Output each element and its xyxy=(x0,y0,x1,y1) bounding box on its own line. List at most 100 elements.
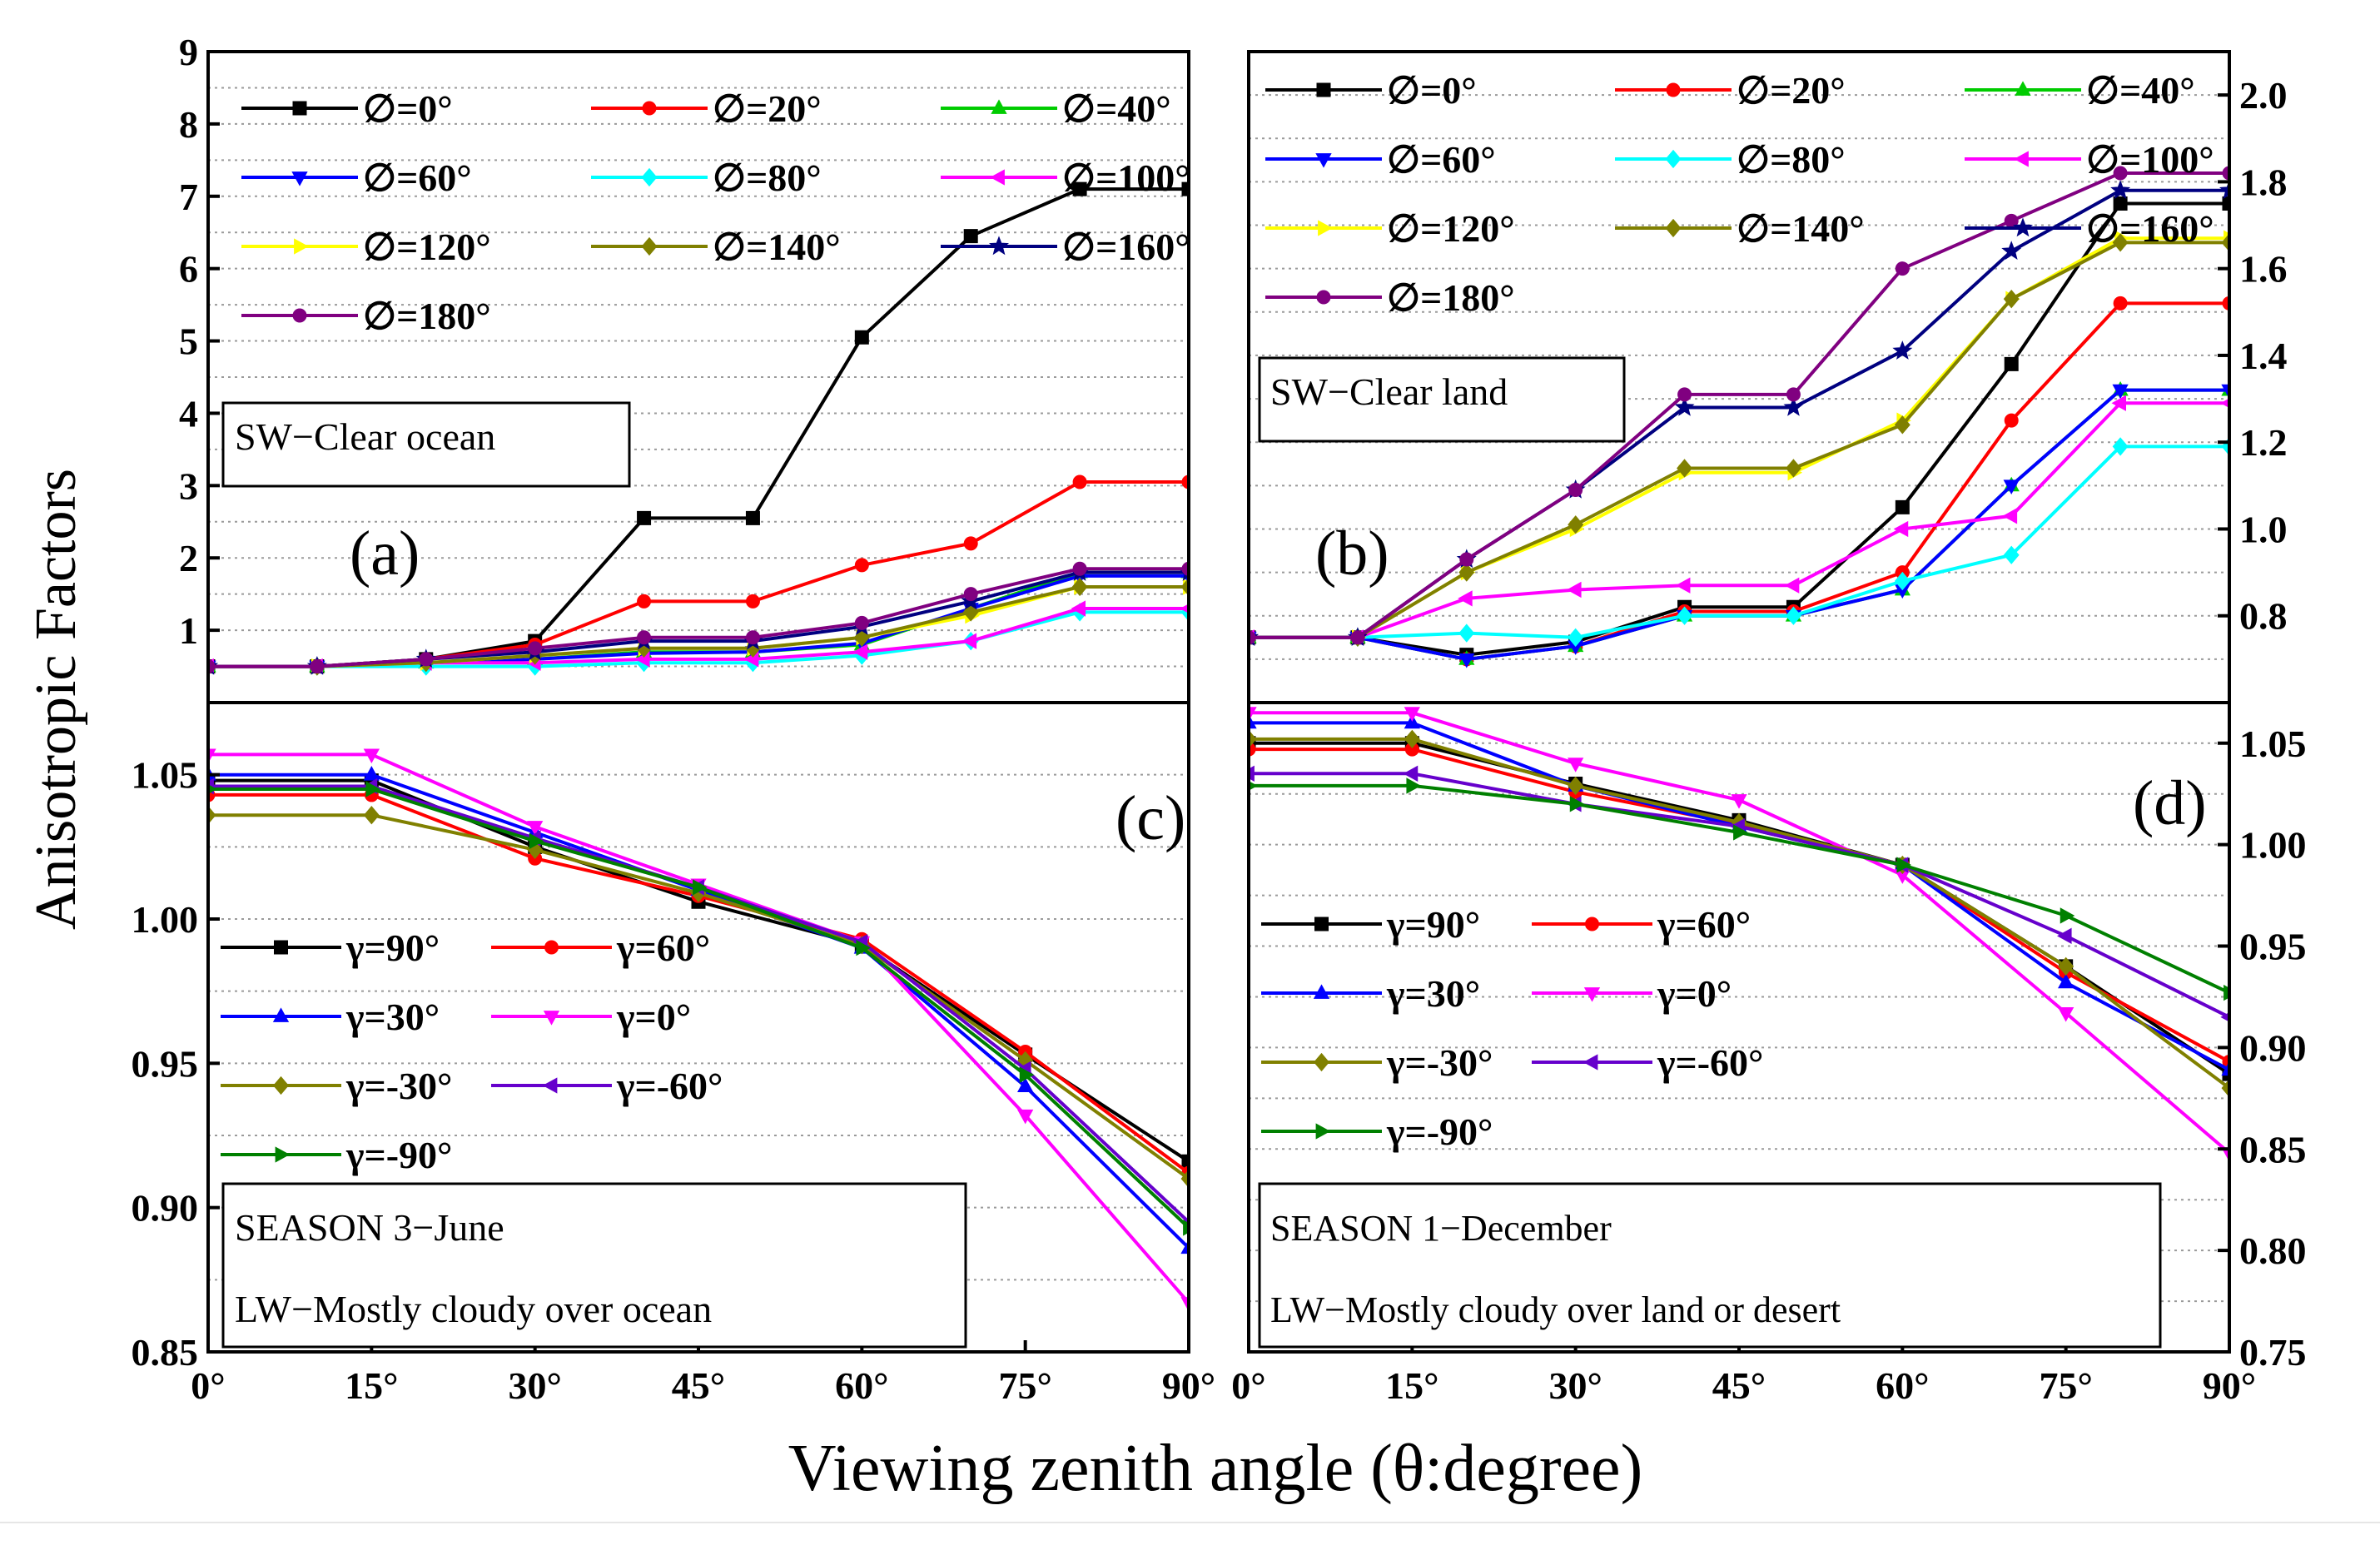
data-point xyxy=(1406,777,1421,794)
y-tick-label: 1.05 xyxy=(2239,723,2307,765)
x-tick-label: 90° xyxy=(2203,1364,2256,1407)
legend-label: ∅=160° xyxy=(2086,207,2214,250)
data-point xyxy=(1017,1109,1034,1125)
legend-item: ∅=20° xyxy=(591,87,822,130)
data-point xyxy=(1733,824,1748,841)
data-point xyxy=(419,652,434,667)
legend-marker xyxy=(291,171,308,186)
legend-d: γ=90° γ=60° γ=30° γ=0° γ=-30° γ=-60° γ=-90° xyxy=(1261,903,1763,1153)
legend-marker xyxy=(292,308,307,323)
legend-marker xyxy=(641,167,658,187)
series-line xyxy=(208,585,1189,668)
legend-item: γ=60° xyxy=(491,927,710,969)
legend-marker xyxy=(990,169,1005,186)
x-tick-label: 60° xyxy=(835,1364,888,1407)
legend-label: γ=-30° xyxy=(1386,1041,1493,1084)
y-tick-label: 0.95 xyxy=(2239,926,2307,968)
legend-item: ∅=0° xyxy=(241,87,453,130)
data-point xyxy=(1072,561,1087,576)
x-tick-label: 0° xyxy=(1231,1364,1265,1407)
legend-marker xyxy=(1316,290,1331,305)
legend-item: γ=-90° xyxy=(221,1134,452,1176)
data-point xyxy=(1568,483,1583,497)
legend-label: γ=-60° xyxy=(616,1065,723,1107)
data-point xyxy=(2221,1147,2229,1162)
y-tick-label: 0.95 xyxy=(132,1042,199,1085)
data-point xyxy=(527,821,544,836)
panel-label: (b) xyxy=(1315,519,1389,589)
legend-item: ∅=160° xyxy=(941,226,1190,268)
legend-label: ∅=140° xyxy=(713,226,841,268)
data-point xyxy=(1180,1239,1189,1254)
legend-item: γ=0° xyxy=(1532,972,1732,1015)
series-line xyxy=(208,585,1189,668)
x-tick-label: 15° xyxy=(1385,1364,1438,1407)
x-tick-label: 0° xyxy=(191,1364,225,1407)
legend-item: γ=30° xyxy=(221,996,440,1038)
legend-item: γ=0° xyxy=(491,996,691,1038)
legend-item: ∅=140° xyxy=(591,226,841,268)
data-point xyxy=(1180,1169,1189,1189)
data-point xyxy=(637,594,652,609)
data-point xyxy=(2058,1007,2074,1022)
legend-marker xyxy=(1315,153,1332,168)
y-tick-label: 1.2 xyxy=(2239,421,2288,464)
legend-item: ∅=120° xyxy=(1265,207,1515,250)
series-line xyxy=(1249,201,2229,657)
series-b-9 xyxy=(1249,166,2229,645)
legend-item: ∅=0° xyxy=(1265,69,1477,112)
data-point xyxy=(1403,765,1419,782)
y-tick-label: 8 xyxy=(179,103,198,146)
legend-label: ∅=160° xyxy=(1062,226,1190,268)
x-tick-label: 30° xyxy=(1548,1364,1602,1407)
legend-label: ∅=20° xyxy=(713,87,822,130)
data-point xyxy=(1677,459,1693,478)
data-point xyxy=(854,616,869,630)
legend-marker xyxy=(1313,984,1330,999)
caption-text: SW−Clear land xyxy=(1270,370,1508,413)
data-point xyxy=(1896,857,1911,873)
y-tick-label: 5 xyxy=(179,320,198,363)
legend-marker xyxy=(988,236,1010,256)
data-point xyxy=(1567,581,1582,599)
series-line xyxy=(1249,445,2229,639)
legend-marker xyxy=(273,1076,289,1095)
legend-item: ∅=80° xyxy=(1615,138,1846,181)
legend-item: ∅=140° xyxy=(1615,207,1865,250)
x-tick-label: 60° xyxy=(1876,1364,1929,1407)
data-point xyxy=(1017,1077,1034,1092)
data-point xyxy=(1569,796,1585,812)
legend-label: ∅=0° xyxy=(363,87,453,130)
data-point xyxy=(963,587,978,602)
legend-item: γ=30° xyxy=(1261,972,1480,1015)
chart-panel-b: 0.8 1.0 1.2 1.4 1.6 1.8 2.0 ∅=0° ∅=20° ∅=40° ∅=60°… xyxy=(1247,50,2288,704)
panel-label: (a) xyxy=(350,519,420,589)
legend-label: γ=-90° xyxy=(345,1134,452,1176)
data-point xyxy=(2111,395,2127,411)
data-point xyxy=(2003,545,2020,564)
legend-label: ∅=80° xyxy=(1737,138,1846,181)
y-tick-label: 9 xyxy=(179,31,198,73)
y-tick-label: 0.8 xyxy=(2239,595,2288,638)
caption-box xyxy=(221,401,631,488)
legend-label: γ=90° xyxy=(1386,903,1480,946)
legend-marker xyxy=(292,101,307,116)
y-tick-label: 2 xyxy=(179,537,198,579)
data-point xyxy=(745,594,760,609)
legend-label: ∅=80° xyxy=(713,156,822,199)
legend-b: ∅=0° ∅=20° ∅=40° ∅=60° ∅=80° ∅=100° ∅=120° ∅=14… xyxy=(1265,69,2214,319)
legend-label: γ=90° xyxy=(345,927,440,969)
data-point xyxy=(1249,707,1257,722)
series-line xyxy=(1249,171,2229,639)
data-point xyxy=(1180,577,1189,597)
data-point xyxy=(854,330,869,345)
legend-item: γ=-30° xyxy=(1261,1041,1493,1084)
series-line xyxy=(1249,401,2229,639)
legend-item: γ=-30° xyxy=(221,1065,452,1107)
data-point xyxy=(1895,499,1910,514)
legend-a: ∅=0° ∅=20° ∅=40° ∅=60° ∅=80° ∅=100° ∅=120° ∅=14… xyxy=(241,87,1190,337)
data-point xyxy=(310,659,325,673)
data-point xyxy=(2110,180,2131,200)
